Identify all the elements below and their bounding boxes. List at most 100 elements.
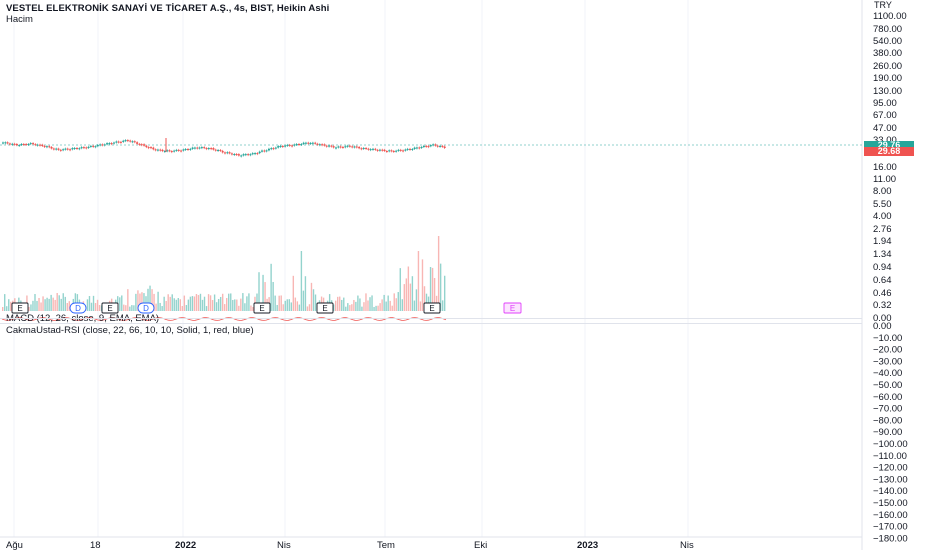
earnings-marker[interactable]: E — [423, 302, 441, 314]
candle — [365, 147, 368, 149]
candle — [265, 150, 268, 152]
volume-bar — [143, 293, 145, 311]
candle — [277, 146, 280, 148]
volume-bar — [423, 286, 426, 311]
volume-bar — [127, 289, 129, 311]
candle — [210, 148, 213, 150]
volume-bar — [149, 285, 151, 311]
volume-bar — [52, 297, 54, 311]
candle — [78, 148, 81, 150]
rsi-tick-label: −90.00 — [873, 427, 902, 438]
candle — [156, 149, 159, 151]
volume-bar — [389, 300, 391, 311]
candle — [413, 147, 416, 149]
volume-bar — [347, 303, 349, 311]
earnings-marker[interactable]: E — [316, 302, 334, 314]
candle — [254, 153, 257, 155]
price-tick-label: 780.00 — [873, 24, 902, 35]
volume-bar — [6, 306, 8, 311]
svg-text:D: D — [75, 304, 81, 313]
candle — [117, 141, 120, 143]
price-tick-label: 95.00 — [873, 98, 897, 109]
candle — [316, 143, 319, 145]
candle — [420, 147, 423, 149]
candle — [256, 153, 259, 155]
candle — [337, 146, 340, 148]
candle — [237, 154, 240, 156]
rsi-legend[interactable]: CakmaUstad-RSI (close, 22, 66, 10, 10, S… — [6, 325, 254, 336]
rsi-tick-label: −120.00 — [873, 463, 908, 474]
volume-bar — [58, 295, 60, 311]
candle — [395, 150, 398, 152]
candle — [402, 150, 405, 152]
candle — [409, 148, 411, 150]
rsi-tick-label: −170.00 — [873, 522, 908, 533]
candle — [82, 147, 85, 149]
volume-bar — [36, 300, 38, 311]
earnings-marker[interactable]: E — [11, 302, 29, 314]
candle — [89, 145, 92, 147]
dividend-marker[interactable]: D — [137, 302, 155, 314]
volume-bar — [234, 299, 236, 311]
candle — [73, 147, 76, 149]
candle — [152, 147, 155, 150]
pane-separator-rsi[interactable] — [0, 323, 862, 324]
volume-bar — [40, 302, 42, 311]
volume-bar — [161, 306, 163, 311]
candle — [307, 142, 310, 144]
dividend-marker[interactable]: D — [69, 302, 87, 314]
pane-separator-macd[interactable] — [0, 318, 862, 319]
volume-bar — [292, 275, 295, 311]
candle — [32, 143, 35, 145]
volume-label[interactable]: Hacim — [6, 14, 33, 25]
rsi-tick-label: −50.00 — [873, 380, 902, 391]
candle — [235, 154, 238, 156]
volume-bar — [298, 304, 301, 311]
candle — [154, 149, 157, 151]
candle — [196, 147, 199, 149]
candle — [270, 148, 273, 150]
volume-bar — [441, 300, 444, 311]
volume-bar — [429, 267, 432, 311]
candle — [108, 143, 111, 145]
volume-bar — [256, 293, 258, 311]
volume-bar — [242, 293, 244, 311]
candle — [272, 148, 275, 150]
candle — [443, 146, 446, 148]
volume-bar — [308, 304, 311, 311]
candle — [429, 145, 432, 147]
volume-bar — [211, 300, 214, 311]
candle — [166, 150, 169, 152]
volume-bar — [371, 295, 373, 311]
symbol-title[interactable]: VESTEL ELEKTRONİK SANAYİ VE TİCARET A.Ş.… — [6, 3, 330, 14]
candle — [314, 142, 317, 144]
price-tick-label: 5.50 — [873, 199, 892, 210]
candle — [203, 147, 206, 149]
volume-bar — [413, 300, 416, 311]
candle — [182, 149, 185, 151]
price-tick-label: 1.34 — [873, 249, 892, 260]
volume-bar — [238, 305, 240, 311]
svg-text:E: E — [259, 304, 264, 313]
earnings-marker[interactable]: E — [101, 302, 119, 314]
candle — [15, 144, 18, 146]
volume-bar — [34, 294, 36, 311]
volume-bar — [369, 297, 371, 311]
candle — [126, 140, 129, 142]
volume-bar — [335, 300, 337, 311]
candle — [41, 144, 44, 147]
candle — [228, 152, 231, 154]
candle — [8, 143, 11, 145]
price-tick-label: 1100.00 — [873, 11, 907, 22]
price-tick-label: 0.46 — [873, 288, 892, 299]
volume-bar — [68, 301, 70, 311]
candle — [36, 144, 39, 146]
candle — [335, 147, 337, 149]
upcoming-earnings-marker[interactable]: E — [503, 302, 522, 314]
candle — [251, 153, 254, 155]
volume-bar — [328, 294, 331, 311]
candle — [48, 146, 51, 148]
candle — [284, 145, 287, 147]
earnings-marker[interactable]: E — [253, 302, 271, 314]
